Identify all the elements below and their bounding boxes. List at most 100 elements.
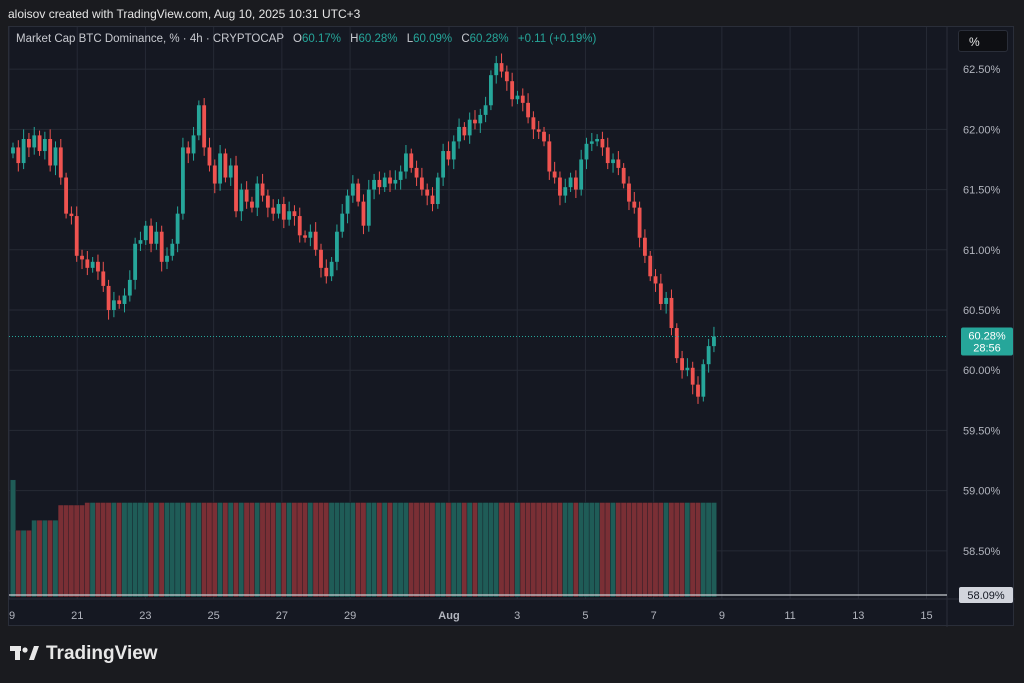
x-tick-label: 21 — [71, 610, 83, 622]
volume-bar — [79, 504, 85, 598]
candle-body — [11, 147, 15, 154]
candle-body — [319, 249, 323, 268]
volume-bar — [599, 502, 606, 598]
low-value: 60.09% — [413, 33, 453, 45]
candle-body — [600, 138, 605, 148]
candle-body — [276, 204, 281, 214]
candle-body — [605, 147, 610, 164]
change-value: +0.11 (+0.19%) — [517, 33, 597, 45]
candle-body — [181, 147, 185, 214]
volume-bar — [349, 502, 356, 598]
volume-bar — [615, 502, 622, 598]
volume-bar — [551, 502, 558, 598]
candle-body — [16, 147, 21, 164]
volume-bar — [535, 502, 542, 598]
volume-bar — [84, 502, 91, 598]
candle-body — [281, 204, 286, 220]
candle-body — [680, 358, 684, 371]
volume-bar — [684, 502, 691, 598]
volume-bar — [47, 519, 54, 598]
chart-credit: aloisov created with TradingView.com, Au… — [8, 7, 361, 21]
price-chart[interactable]: 62.50% 62.00% 61.50% 61.00% 60.50% 60.00% 59.5… — [9, 27, 1015, 627]
volume-bar — [323, 502, 330, 598]
volume-bar — [227, 502, 234, 598]
volume-bar — [498, 502, 505, 598]
volume-bar — [695, 502, 701, 598]
candle-body — [196, 105, 201, 136]
candle-body — [446, 151, 451, 160]
candle-body — [260, 183, 265, 196]
volume-bar — [403, 502, 409, 598]
volume-bar — [572, 502, 579, 598]
volume-bar — [530, 502, 537, 598]
candle-body — [611, 159, 615, 164]
volume-bar — [365, 502, 372, 598]
volume-bar — [588, 502, 595, 598]
y-tick-label: 60.50% — [963, 305, 1001, 317]
x-tick-label: 23 — [139, 610, 151, 622]
volume-bar — [668, 502, 675, 598]
candle-body — [122, 295, 127, 304]
candle-body — [186, 147, 191, 154]
candle-body — [255, 183, 260, 208]
tradingview-footer[interactable]: TradingView — [10, 643, 158, 665]
candle-body — [674, 328, 679, 359]
volume-bar — [429, 502, 436, 598]
volume-bar — [280, 502, 287, 598]
volume-bar — [519, 502, 526, 598]
volume-bar — [174, 502, 181, 598]
x-tick-label: 5 — [582, 610, 588, 622]
volume-bar — [641, 502, 648, 598]
volume-bar — [243, 502, 250, 598]
candle-body — [207, 147, 212, 166]
candle-body — [642, 237, 647, 256]
volume-bar — [180, 502, 186, 598]
volume-bar — [148, 502, 154, 598]
candle-body — [53, 147, 58, 166]
volume-bar — [259, 502, 266, 598]
volume-bar — [387, 502, 393, 598]
volume-bar — [562, 502, 569, 598]
candle-body — [536, 129, 541, 132]
high-label: H — [350, 33, 359, 45]
candle-body — [616, 159, 621, 168]
percent-scale-button[interactable]: % — [958, 30, 1008, 52]
volume-bar — [381, 502, 388, 598]
y-tick-label: 61.50% — [963, 185, 1001, 197]
symbol-label[interactable]: Market Cap BTC Dominance, % · 4h · CRYPT… — [16, 33, 284, 45]
volume-bar — [472, 502, 478, 598]
volume-bar — [493, 502, 500, 598]
volume-bar — [445, 502, 452, 598]
volume-bar — [15, 530, 22, 598]
low-label: L — [406, 33, 414, 45]
candle-body — [388, 177, 392, 184]
candle-body — [621, 167, 626, 184]
candle-body — [419, 177, 424, 190]
candle-body — [685, 367, 690, 371]
volume-bar — [604, 502, 611, 598]
volume-bar — [636, 502, 643, 598]
volume-bar — [461, 502, 468, 598]
y-tick-label: 59.50% — [963, 425, 1001, 437]
volume-bar — [397, 502, 404, 598]
volume-bar — [132, 502, 139, 598]
candle-body — [250, 201, 254, 208]
candle-body — [345, 195, 350, 214]
candle-body — [228, 165, 233, 178]
volume-bar — [211, 502, 218, 598]
volume-bar — [312, 502, 319, 598]
candle-body — [350, 183, 355, 196]
candle-body — [712, 336, 716, 347]
volume-bar — [137, 502, 144, 598]
candle-body — [175, 213, 180, 244]
volume-bar — [344, 502, 351, 598]
candle-body — [382, 177, 387, 188]
baseline-badge — [959, 587, 1013, 603]
candle-body — [366, 189, 371, 226]
volume-bar — [318, 502, 324, 598]
candle-body — [669, 297, 674, 329]
volume-bar — [424, 502, 431, 598]
volume-bar — [339, 502, 346, 598]
chart-frame[interactable]: 62.50% 62.00% 61.50% 61.00% 60.50% 60.00% 59.5… — [8, 26, 1015, 627]
volume-bar — [57, 504, 64, 598]
